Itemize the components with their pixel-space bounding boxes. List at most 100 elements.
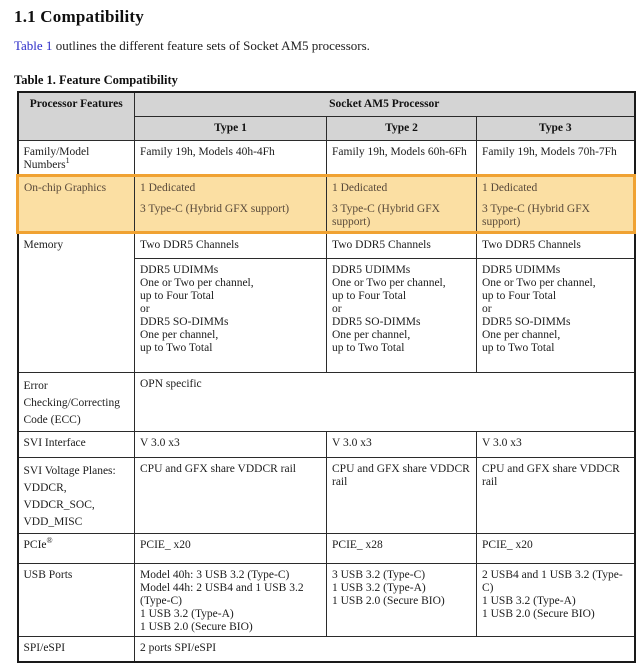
cell-sviv-label: SVI Voltage Planes: VDDCR, VDDCR_SOC, VDD_… — [17, 456, 135, 534]
header-socket-am5: Socket AM5 Processor — [133, 91, 636, 117]
cell-text-line: or — [140, 302, 150, 315]
cell-pcie-type3: PCIE_ x20 — [475, 532, 636, 564]
intro-text: outlines the different feature sets of S… — [52, 38, 370, 53]
table-1-link[interactable]: Table 1 — [14, 38, 53, 53]
cell-text-line: One or Two per channel, — [140, 276, 254, 289]
row-family-model: Family/Model Numbers1 Family 19h, Models… — [17, 139, 636, 176]
feature-compatibility-table: Processor Features Socket AM5 Processor … — [16, 91, 637, 663]
cell-graphics-label: On-chip Graphics — [16, 173, 135, 234]
cell-text-line: Error Checking/Correcting — [23, 379, 120, 409]
cell-text-line: 1 USB 3.2 (Type-A) — [332, 581, 426, 594]
cell-memch-type1: Two DDR5 Channels — [134, 231, 327, 259]
row-usb-ports: USB Ports Model 40h: 3 USB 3.2 (Type-C) M… — [17, 562, 636, 637]
cell-text-line: One or Two per channel, — [482, 276, 596, 289]
cell-text-line: 1 USB 2.0 (Secure BIO) — [332, 594, 445, 607]
cell-text-line: DDR5 SO-DIMMs — [482, 315, 571, 328]
cell-text-line: up to Two Total — [332, 341, 405, 354]
cell-text-line: VDDCR, VDDCR_SOC, — [23, 481, 95, 511]
cell-text-line: 3 Type-C (Hybrid GFX support) — [332, 202, 440, 228]
cell-text-line: 3 Type-C (Hybrid GFX support) — [482, 202, 590, 228]
cell-graphics-type1: 1 Dedicated 3 Type-C (Hybrid GFX support) — [134, 173, 327, 234]
cell-text-line: 1 USB 2.0 (Secure BIO) — [140, 620, 253, 633]
cell-family-type2: Family 19h, Models 60h-6Fh — [326, 139, 477, 176]
cell-ecc-label: Error Checking/Correcting Code (ECC) — [17, 371, 135, 432]
cell-ecc-value: OPN specific — [133, 371, 636, 432]
cell-text-line: or — [482, 302, 492, 315]
cell-sviif-type2: V 3.0 x3 — [326, 430, 477, 458]
cell-text-line: Model 44h: 2 USB4 and 1 USB 3.2 (Type-C) — [140, 581, 304, 607]
cell-text-line: up to Two Total — [482, 341, 555, 354]
cell-text-line: 2 USB4 and 1 USB 3.2 (Type-C) — [482, 568, 623, 594]
section-title: 1.1 Compatibility — [14, 7, 144, 26]
cell-text-line: One per channel, — [140, 328, 219, 341]
cell-memdimm-type3: DDR5 UDIMMs One or Two per channel, up to … — [475, 257, 636, 373]
cell-memch-type2: Two DDR5 Channels — [326, 231, 477, 259]
header-row-group: Processor Features Socket AM5 Processor — [17, 91, 636, 141]
cell-sviif-type1: V 3.0 x3 — [134, 430, 327, 458]
cell-text-line: One per channel, — [482, 328, 561, 341]
table-caption: Table 1. Feature Compatibility — [14, 73, 178, 87]
header-type-3: Type 3 — [475, 115, 636, 141]
row-memory-channels: Memory Two DDR5 Channels Two DDR5 Channe… — [17, 231, 636, 373]
cell-usb-label: USB Ports — [17, 562, 135, 637]
cell-text-line: DDR5 UDIMMs — [332, 263, 411, 276]
cell-sviif-label: SVI Interface — [17, 430, 135, 458]
cell-text-line: DDR5 UDIMMs — [482, 263, 561, 276]
cell-text-line: 1 USB 3.2 (Type-A) — [482, 594, 576, 607]
cell-sviv-type2: CPU and GFX share VDDCR rail — [326, 456, 477, 534]
row-pcie: PCIe® PCIE_ x20 PCIE_ x28 PCIE_ x20 — [17, 532, 636, 564]
cell-usb-type2: 3 USB 3.2 (Type-C) 1 USB 3.2 (Type-A) 1 US… — [326, 562, 477, 637]
header-row-types: Type 1 Type 2 Type 3 — [18, 115, 636, 141]
row-svi-voltage-planes: SVI Voltage Planes: VDDCR, VDDCR_SOC, VDD_… — [17, 456, 636, 534]
cell-usb-type3: 2 USB4 and 1 USB 3.2 (Type-C) 1 USB 3.2 (… — [475, 562, 636, 637]
cell-pcie-type1: PCIE_ x20 — [134, 532, 327, 564]
cell-family-label: Family/Model Numbers1 — [17, 139, 135, 176]
registered-trademark-marker: ® — [46, 535, 53, 545]
cell-text-line: DDR5 UDIMMs — [140, 263, 219, 276]
cell-text-line: up to Four Total — [332, 289, 407, 302]
cell-text-line: One per channel, — [332, 328, 411, 341]
row-svi-interface: SVI Interface V 3.0 x3 V 3.0 x3 V 3.0 x3 — [17, 430, 636, 458]
cell-memdimm-type1: DDR5 UDIMMs One or Two per channel, up to … — [134, 257, 327, 373]
cell-usb-type1: Model 40h: 3 USB 3.2 (Type-C) Model 44h: … — [134, 562, 327, 637]
header-processor-features: Processor Features — [17, 91, 135, 141]
cell-text-line: VDD_MISC — [23, 515, 83, 528]
cell-family-type1: Family 19h, Models 40h-4Fh — [134, 139, 327, 176]
footnote-marker: 1 — [65, 155, 70, 165]
cell-family-type3: Family 19h, Models 70h-7Fh — [475, 139, 636, 176]
cell-spi-value: 2 ports SPI/eSPI — [133, 635, 636, 663]
cell-text-line: Model 40h: 3 USB 3.2 (Type-C) — [140, 568, 290, 581]
cell-text-line: up to Four Total — [482, 289, 557, 302]
cell-pcie-label: PCIe® — [17, 532, 135, 564]
cell-memory-label: Memory — [17, 231, 135, 373]
cell-text-line: DDR5 SO-DIMMs — [140, 315, 229, 328]
cell-pcie-type2: PCIE_ x28 — [326, 532, 477, 564]
cell-text-line: up to Four Total — [140, 289, 215, 302]
cell-text-line: 3 Type-C (Hybrid GFX support) — [140, 202, 290, 215]
intro-paragraph: Table 1 outlines the different feature s… — [14, 38, 634, 54]
cell-graphics-type2: 1 Dedicated 3 Type-C (Hybrid GFX support) — [326, 173, 477, 234]
header-type-2: Type 2 — [326, 115, 477, 141]
cell-memdimm-type2: DDR5 UDIMMs One or Two per channel, up to … — [326, 257, 477, 373]
cell-text-line: One or Two per channel, — [332, 276, 446, 289]
row-spi-espi: SPI/eSPI 2 ports SPI/eSPI — [17, 635, 636, 663]
cell-text-line: 1 Dedicated — [332, 181, 388, 194]
row-ecc: Error Checking/Correcting Code (ECC) OPN … — [17, 371, 636, 432]
cell-memch-type3: Two DDR5 Channels — [475, 231, 636, 259]
cell-sviif-type3: V 3.0 x3 — [475, 430, 636, 458]
cell-spi-label: SPI/eSPI — [17, 635, 135, 663]
cell-sviv-type3: CPU and GFX share VDDCR rail — [475, 456, 636, 534]
cell-text-line: Code (ECC) — [23, 413, 81, 426]
cell-text-line: 3 USB 3.2 (Type-C) — [332, 568, 426, 581]
cell-text-line: DDR5 SO-DIMMs — [332, 315, 421, 328]
cell-text-line: 1 Dedicated — [140, 181, 196, 194]
cell-text-line: 1 USB 2.0 (Secure BIO) — [482, 607, 595, 620]
cell-text-line: SVI Voltage Planes: — [23, 464, 116, 477]
row-memory-dimms: DDR5 UDIMMs One or Two per channel, up to … — [18, 257, 636, 373]
header-type-1: Type 1 — [134, 115, 327, 141]
cell-sviv-type1: CPU and GFX share VDDCR rail — [134, 456, 327, 534]
cell-graphics-type3: 1 Dedicated 3 Type-C (Hybrid GFX support) — [475, 173, 637, 234]
cell-text-line: 1 Dedicated — [482, 181, 538, 194]
cell-text-line: or — [332, 302, 342, 315]
